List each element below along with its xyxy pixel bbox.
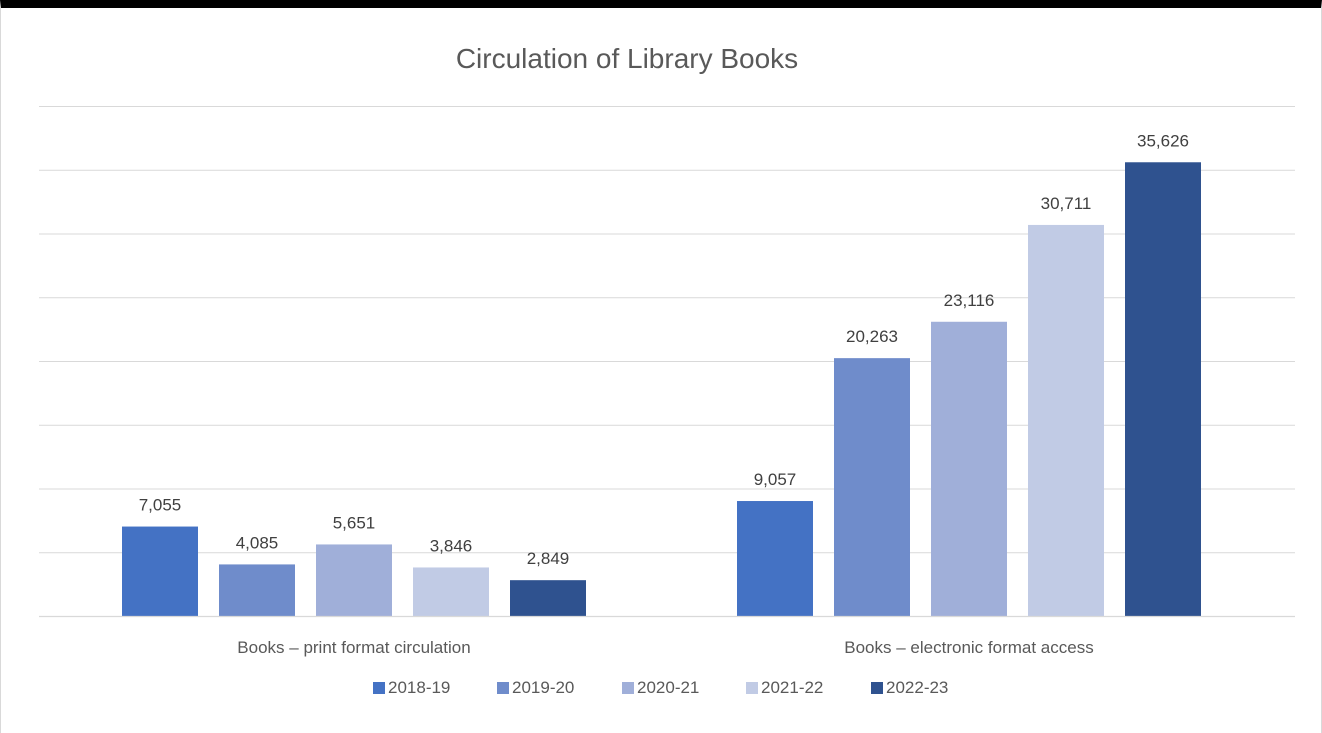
chart-title: Circulation of Library Books <box>456 43 798 74</box>
legend-item: 2020-21 <box>622 678 699 697</box>
legend: 2018-19 2019-20 2020-21 2021-22 2022-23 <box>373 678 948 697</box>
data-label: 4,085 <box>236 533 279 552</box>
legend-label: 2018-19 <box>388 678 450 697</box>
legend-label: 2021-22 <box>761 678 823 697</box>
bar <box>1125 162 1201 617</box>
bars <box>122 162 1201 617</box>
category-labels: Books – print format circulation Books – … <box>237 638 1093 657</box>
data-label: 3,846 <box>430 536 473 555</box>
bar <box>510 580 586 617</box>
category-label: Books – electronic format access <box>844 638 1093 657</box>
bar <box>931 321 1007 617</box>
legend-swatch <box>497 682 509 694</box>
legend-label: 2020-21 <box>637 678 699 697</box>
bar <box>316 544 392 617</box>
data-label: 23,116 <box>944 291 995 310</box>
data-label: 7,055 <box>139 496 182 515</box>
legend-item: 2018-19 <box>373 678 450 697</box>
legend-swatch <box>622 682 634 694</box>
data-label: 30,711 <box>1041 194 1092 213</box>
data-labels: 7,055 4,085 5,651 3,846 2,849 9,057 20,263 23,1… <box>139 131 1189 568</box>
gridlines <box>39 106 1295 554</box>
legend-swatch <box>746 682 758 694</box>
bar <box>219 564 295 617</box>
legend-item: 2021-22 <box>746 678 823 697</box>
data-label: 35,626 <box>1137 131 1189 150</box>
data-label: 9,057 <box>754 470 797 489</box>
legend-swatch <box>871 682 883 694</box>
bar <box>737 501 813 617</box>
bar <box>834 358 910 617</box>
legend-label: 2019-20 <box>512 678 574 697</box>
legend-item: 2022-23 <box>871 678 948 697</box>
legend-label: 2022-23 <box>886 678 948 697</box>
legend-swatch <box>373 682 385 694</box>
data-label: 2,849 <box>527 549 570 568</box>
bar <box>122 526 198 617</box>
bar <box>1028 224 1104 617</box>
bar-chart: Circulation of Library Books 7,055 4,085 5… <box>39 43 1295 697</box>
data-label: 5,651 <box>333 513 376 532</box>
bar <box>413 567 489 617</box>
category-label: Books – print format circulation <box>237 638 470 657</box>
legend-item: 2019-20 <box>497 678 574 697</box>
data-label: 20,263 <box>846 327 898 346</box>
